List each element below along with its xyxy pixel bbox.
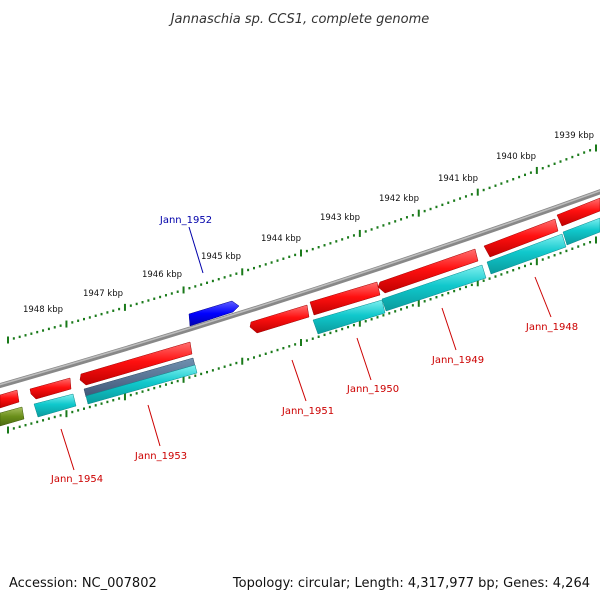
kbp-label-1939: 1939 kbp	[554, 131, 594, 141]
kbp-label-1948: 1948 kbp	[23, 305, 63, 315]
kbp-label-1940: 1940 kbp	[496, 152, 536, 162]
accession-text: Accession: NC_007802	[9, 576, 157, 591]
gene-label-jann-1951[interactable]: Jann_1951	[281, 406, 334, 417]
gene-label-jann-1953[interactable]: Jann_1953	[134, 451, 187, 462]
gene-jann-1954-cyan[interactable]	[33, 393, 77, 418]
leader-jann-1948	[534, 276, 552, 318]
map-title: Jannaschia sp. CCS1, complete genome	[168, 12, 430, 27]
leader-jann-1950	[356, 337, 372, 381]
gene-jann-1949-red[interactable]	[377, 248, 479, 294]
genome-backbone	[0, 189, 600, 389]
gene-jann-1949-cyan[interactable]	[381, 264, 487, 312]
leader-jann-1954	[60, 428, 75, 471]
topology-text: Topology: circular; Length: 4,317,977 bp…	[232, 576, 590, 591]
gene-jann-1953-cyan[interactable]	[85, 364, 198, 405]
gene-label-jann-1952[interactable]: Jann_1952	[159, 215, 212, 226]
gene-label-jann-1949[interactable]: Jann_1949	[431, 355, 484, 366]
gene-label-jann-1948[interactable]: Jann_1948	[525, 322, 578, 333]
gene-jann-1950-cyan[interactable]	[312, 299, 386, 335]
kbp-label-1941: 1941 kbp	[438, 174, 478, 184]
gene-edge-red[interactable]	[556, 197, 600, 227]
gene-jann-1953-red[interactable]	[79, 341, 193, 386]
leader-jann-1949	[441, 307, 457, 351]
genome-backbone-highlight	[0, 189, 600, 386]
kbp-label-1945: 1945 kbp	[201, 252, 241, 262]
inner-tick-track	[7, 236, 597, 434]
leader-jann-1951	[291, 359, 307, 402]
outer-tick-track	[7, 144, 597, 344]
kbp-label-1946: 1946 kbp	[142, 270, 182, 280]
kbp-label-1942: 1942 kbp	[379, 194, 419, 204]
gene-left-olive[interactable]	[0, 406, 25, 427]
kbp-label-1947: 1947 kbp	[83, 289, 123, 299]
gene-jann-1954-red[interactable]	[29, 377, 72, 400]
kbp-label-1944: 1944 kbp	[261, 234, 301, 244]
gene-left-red[interactable]	[0, 389, 20, 409]
gene-jann-1948-cyan[interactable]	[486, 233, 567, 275]
gene-jann-1950-red[interactable]	[309, 281, 381, 316]
gene-edge-cyan[interactable]	[562, 217, 600, 246]
gene-jann-1952[interactable]	[188, 300, 240, 327]
gene-label-jann-1954[interactable]: Jann_1954	[50, 474, 103, 485]
kbp-label-1943: 1943 kbp	[320, 213, 360, 223]
gene-jann-1948-red[interactable]	[483, 218, 559, 258]
leader-jann-1953	[147, 404, 161, 447]
gene-jann-1951-red[interactable]	[249, 304, 310, 334]
leader-jann-1952	[188, 226, 204, 274]
gene-label-jann-1950[interactable]: Jann_1950	[346, 384, 399, 395]
